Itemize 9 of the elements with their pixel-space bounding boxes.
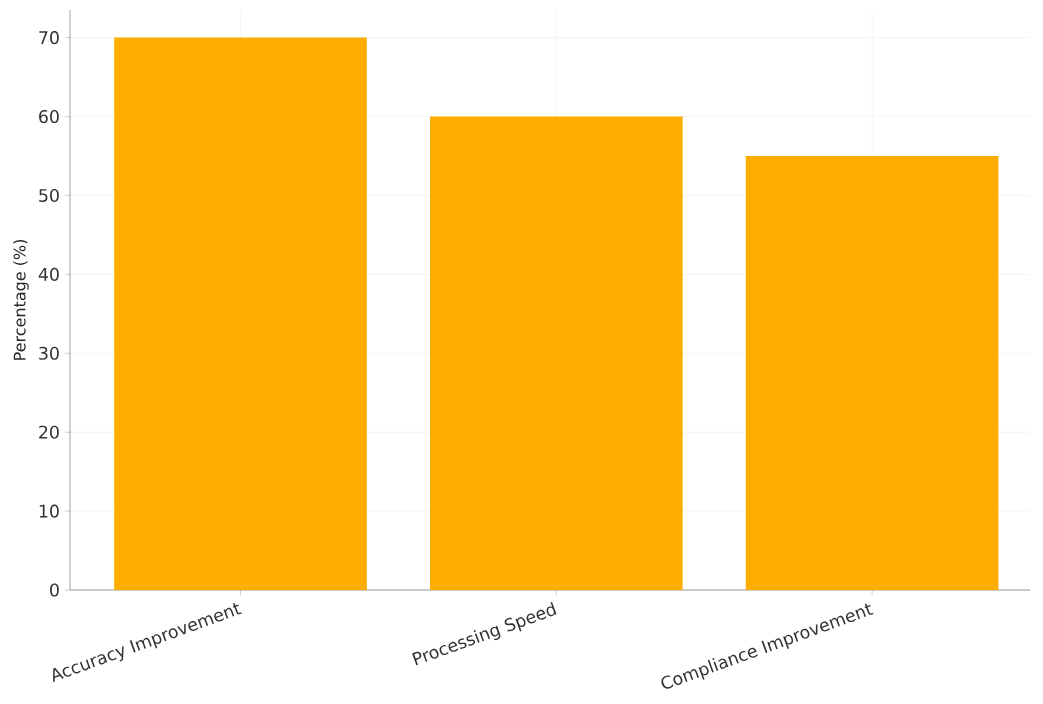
y-axis-title: Percentage (%) <box>13 239 29 360</box>
y-tick-label: 40 <box>38 267 59 281</box>
y-tick-label: 50 <box>39 188 59 203</box>
y-tick-label: 10 <box>39 504 59 518</box>
y-tick-label: 60 <box>39 109 59 124</box>
y-tick-label: 20 <box>39 425 59 439</box>
y-tick-label: 30 <box>39 346 59 360</box>
y-tick-label: 70 <box>39 31 59 45</box>
y-tick-label: 0 <box>50 583 59 597</box>
